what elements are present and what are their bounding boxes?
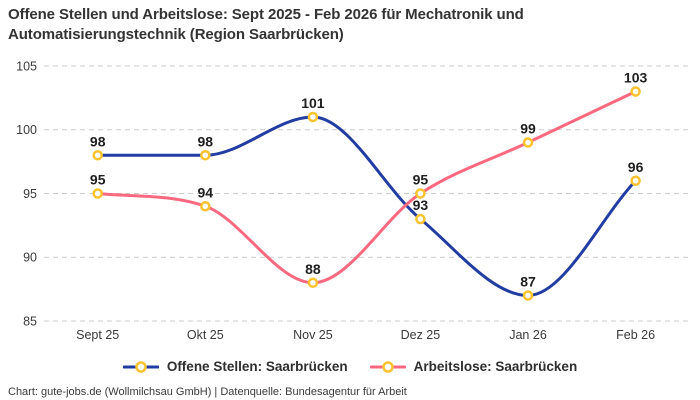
- data-label: 88: [305, 261, 321, 277]
- y-axis-tick-label: 100: [16, 123, 37, 137]
- data-label: 103: [624, 70, 648, 86]
- data-point-arbeitslose-Sept 25[interactable]: [92, 188, 103, 199]
- chart-title: Offene Stellen und Arbeitslose: Sept 202…: [8, 6, 524, 43]
- source-credit: Chart: gute-jobs.de (Wollmilchsau GmbH) …: [8, 386, 407, 398]
- legend-item-offene-stellen[interactable]: Offene Stellen: Saarbrücken: [122, 359, 348, 374]
- data-label: 95: [90, 172, 106, 188]
- y-axis-tick-label: 85: [23, 314, 37, 328]
- data-point-offene-stellen-Okt 25[interactable]: [200, 150, 211, 161]
- data-point-arbeitslose-Jan 26[interactable]: [522, 137, 534, 148]
- data-point-offene-stellen-Sept 25[interactable]: [92, 150, 103, 161]
- data-point-offene-stellen-Jan 26[interactable]: [522, 290, 534, 301]
- data-label: 93: [413, 197, 429, 213]
- series-line-arbeitslose: [96, 90, 638, 285]
- y-axis-tick-label: 95: [23, 187, 37, 201]
- data-label: 96: [628, 159, 644, 175]
- legend-line-marker-icon: [369, 360, 406, 373]
- data-point-offene-stellen-Dez 25[interactable]: [415, 213, 426, 225]
- x-axis-tick-label: Jan 26: [509, 328, 547, 342]
- data-point-arbeitslose-Feb 26[interactable]: [630, 86, 641, 97]
- legend-label-offene-stellen: Offene Stellen: Saarbrücken: [166, 359, 348, 374]
- data-label: 101: [301, 95, 325, 111]
- data-point-offene-stellen-Feb 26[interactable]: [630, 175, 641, 186]
- x-axis-tick-label: Dez 25: [401, 328, 441, 342]
- data-label: 95: [413, 172, 429, 188]
- data-point-offene-stellen-Nov 25[interactable]: [307, 111, 319, 123]
- series-line-offene-stellen: [96, 115, 638, 298]
- data-point-arbeitslose-Nov 25[interactable]: [307, 277, 319, 288]
- x-axis-tick-label: Okt 25: [187, 328, 224, 342]
- legend-label-arbeitslose: Arbeitslose: Saarbrücken: [413, 359, 578, 374]
- data-label: 98: [90, 133, 106, 149]
- data-label: 87: [520, 274, 536, 290]
- data-label: 94: [198, 184, 214, 200]
- data-label: 99: [520, 121, 536, 137]
- line-chart-plot-area: 85 90 95 100 105 Sept 25 Okt 25 Nov 25 Dez 25 Jan…: [16, 59, 690, 342]
- legend-line-marker-icon: [122, 360, 159, 373]
- x-axis-tick-label: Nov 25: [293, 328, 333, 342]
- legend-item-arbeitslose[interactable]: Arbeitslose: Saarbrücken: [369, 359, 578, 374]
- data-point-arbeitslose-Dez 25[interactable]: [415, 188, 426, 199]
- y-axis-tick-label: 90: [23, 251, 37, 265]
- data-point-arbeitslose-Okt 25[interactable]: [200, 201, 211, 212]
- data-label: 98: [198, 133, 214, 149]
- y-axis-tick-label: 105: [16, 59, 37, 73]
- x-axis-tick-label: Feb 26: [616, 328, 655, 342]
- legend: Offene Stellen: Saarbrücken Arbeitslose:…: [0, 359, 700, 374]
- x-axis-tick-label: Sept 25: [76, 328, 119, 342]
